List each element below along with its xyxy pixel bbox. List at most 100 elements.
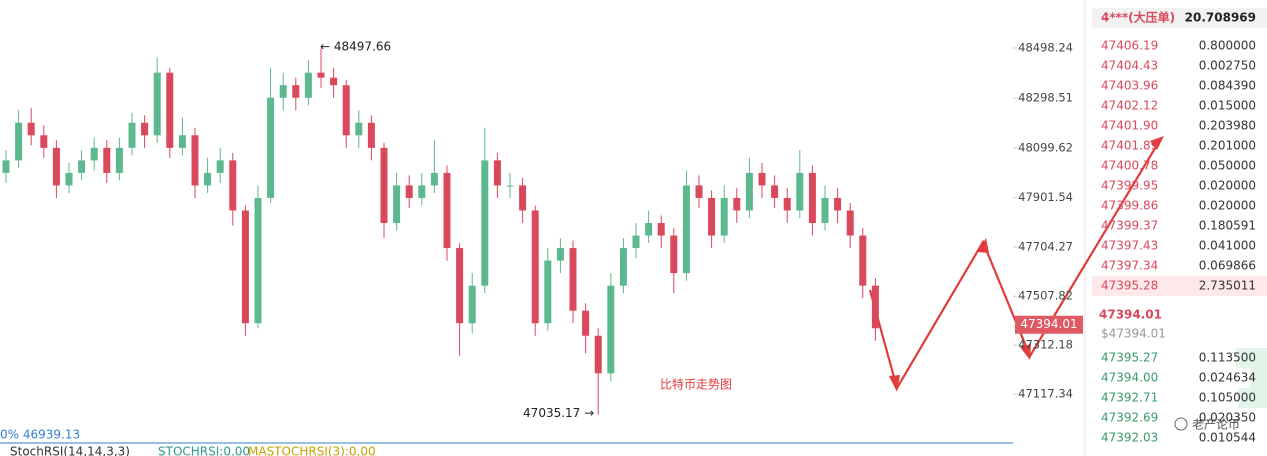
ask-amount: 0.020000 [1199, 199, 1256, 213]
candle-body [166, 72, 174, 148]
candle-body [128, 122, 136, 148]
candle-body [808, 172, 816, 224]
annotation: 比特币走势图 [660, 377, 732, 392]
ask-price: 47399.95 [1101, 179, 1158, 193]
y-tick-label: 48298.51 [1018, 91, 1073, 105]
y-tick-label: 47507.82 [1018, 289, 1073, 303]
candle-body [771, 185, 779, 198]
candle-body [78, 160, 86, 173]
watermark-icon [1174, 417, 1188, 431]
candle-body [317, 72, 325, 78]
depth-bar [1236, 348, 1267, 368]
y-tick-label: 48498.24 [1018, 41, 1073, 55]
bid-price: 47392.03 [1101, 431, 1158, 445]
candle-body [367, 122, 375, 148]
best-ask-row [1092, 276, 1267, 296]
candle-body [15, 122, 23, 161]
last-price: 47394.01 [1099, 308, 1162, 322]
candle-body [456, 248, 464, 324]
candle-body [859, 235, 867, 286]
y-tick-label: 47901.54 [1018, 190, 1073, 204]
high-label: ← 48497.66 [320, 40, 391, 54]
ask-price: 47397.34 [1101, 259, 1158, 273]
candle-body [393, 185, 401, 224]
ask-amount: 0.002750 [1199, 59, 1256, 73]
candle-body [594, 335, 602, 374]
big-order-label: 4***(大压单) [1101, 10, 1175, 25]
ask-price: 47402.12 [1101, 99, 1158, 113]
bid-price: 47394.00 [1101, 371, 1158, 385]
candle-body [279, 85, 287, 98]
y-tick-label: 47312.18 [1018, 338, 1073, 352]
trend-arrows [868, 139, 1161, 391]
ask-amount: 0.203980 [1199, 119, 1256, 133]
indicator-name: StochRSI(14,14,3,3) [10, 445, 130, 456]
candle-body [607, 285, 615, 374]
candle-body [632, 235, 640, 249]
ask-amount: 2.735011 [1199, 279, 1256, 293]
candle-body [544, 260, 552, 324]
candle-body [430, 172, 438, 186]
candle-body [682, 185, 690, 274]
candle-body [418, 185, 426, 198]
candle-body [267, 97, 275, 198]
y-tick-label: 48099.62 [1018, 140, 1073, 154]
candle-body [657, 223, 665, 236]
low-label: 47035.17 → [523, 406, 594, 420]
candle-body [645, 223, 653, 236]
candle-body [708, 197, 716, 236]
depth-bar [1250, 368, 1267, 388]
candle-body [493, 160, 501, 186]
ask-price: 47397.43 [1101, 239, 1158, 253]
ask-price: 47401.90 [1101, 119, 1158, 133]
ask-amount: 0.800000 [1199, 39, 1256, 53]
candle-body [506, 185, 514, 187]
candle-body [670, 235, 678, 274]
candle-body [216, 160, 224, 173]
candle-body [481, 160, 489, 286]
watermark: 老产论币 [1192, 418, 1240, 432]
candle-body [871, 285, 879, 329]
indicator-value: MASTOCHRSI(3):0.00 [248, 445, 376, 456]
big-order-amount: 20.708969 [1185, 11, 1256, 25]
ask-amount: 0.041000 [1199, 239, 1256, 253]
candle-body [178, 135, 186, 148]
candle-body [153, 72, 161, 136]
y-tick-label: 47117.34 [1018, 387, 1073, 401]
candle-body [468, 285, 476, 324]
candle-body [141, 122, 149, 136]
last-price-usd: $47394.01 [1101, 327, 1166, 341]
candle-body [745, 172, 753, 211]
candle-body [241, 210, 249, 324]
candle-body [115, 147, 123, 173]
ask-price: 47400.78 [1101, 159, 1158, 173]
candle-body [355, 122, 363, 136]
arrow-heads [889, 136, 1164, 392]
bid-price: 47395.27 [1101, 351, 1158, 365]
candle-body [40, 135, 48, 148]
ask-price: 47395.28 [1101, 279, 1158, 293]
candle-body [569, 248, 577, 311]
depth-bar [1238, 388, 1267, 408]
candle-body [103, 147, 111, 173]
candle-body [380, 147, 388, 224]
ask-price: 47401.89 [1101, 139, 1158, 153]
ask-price: 47403.96 [1101, 79, 1158, 93]
candle-body [292, 85, 300, 98]
ask-amount: 0.201000 [1199, 139, 1256, 153]
candle-body [65, 172, 73, 186]
bid-amount: 0.024634 [1199, 371, 1256, 385]
bid-price: 47392.69 [1101, 411, 1158, 425]
bid-amount: 0.020350 [1199, 411, 1256, 425]
candle-body [2, 160, 10, 173]
candle-body [582, 310, 590, 336]
candle-body [90, 147, 98, 161]
candle-body [821, 197, 829, 224]
candle-body [229, 160, 237, 211]
candle-body [720, 197, 728, 236]
candle-body [27, 122, 35, 136]
ask-amount: 0.015000 [1199, 99, 1256, 113]
bid-amount: 0.010544 [1199, 431, 1256, 445]
